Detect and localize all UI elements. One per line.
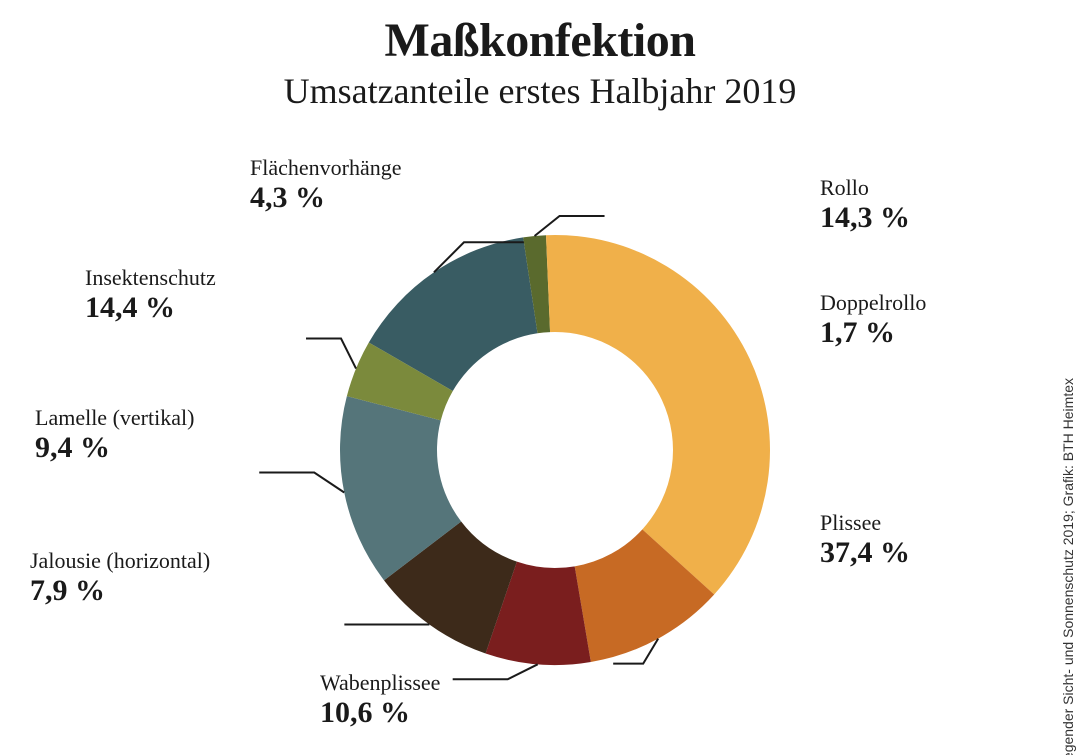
slice [546, 235, 770, 595]
leader-line [306, 339, 356, 369]
slice-name: Flächenvorhänge [250, 155, 402, 181]
slice-name: Plissee [820, 510, 910, 536]
slice-label: Flächenvorhänge4,3 % [250, 155, 402, 215]
slice-value: 9,4 % [35, 431, 194, 465]
slice-label: Insektenschutz14,4 % [85, 265, 216, 325]
slice-value: 37,4 % [820, 536, 910, 570]
leader-line [535, 216, 605, 236]
leader-line [259, 472, 344, 492]
slice-name: Wabenplissee [320, 670, 440, 696]
slice-value: 7,9 % [30, 574, 210, 608]
slice-label: Wabenplissee10,6 % [320, 670, 440, 730]
slice-name: Insektenschutz [85, 265, 216, 291]
leader-line [453, 664, 538, 679]
source-credit: Quelle: Verband innenliegender Sicht- un… [1060, 378, 1076, 755]
slice-label: Lamelle (vertikal)9,4 % [35, 405, 194, 465]
slice-label: Rollo14,3 % [820, 175, 910, 235]
slice-value: 4,3 % [250, 181, 402, 215]
slice-label: Doppelrollo1,7 % [820, 290, 926, 350]
slice-name: Lamelle (vertikal) [35, 405, 194, 431]
slice-value: 14,3 % [820, 201, 910, 235]
slice-value: 10,6 % [320, 696, 440, 730]
slice-name: Jalousie (horizontal) [30, 548, 210, 574]
slice-value: 14,4 % [85, 291, 216, 325]
slice-label: Jalousie (horizontal)7,9 % [30, 548, 210, 608]
donut-svg [0, 0, 1080, 755]
slice-name: Rollo [820, 175, 910, 201]
slice-value: 1,7 % [820, 316, 926, 350]
slice-name: Doppelrollo [820, 290, 926, 316]
slice-label: Plissee37,4 % [820, 510, 910, 570]
donut-chart: Maßkonfektion Umsatzanteile erstes Halbj… [0, 0, 1080, 755]
